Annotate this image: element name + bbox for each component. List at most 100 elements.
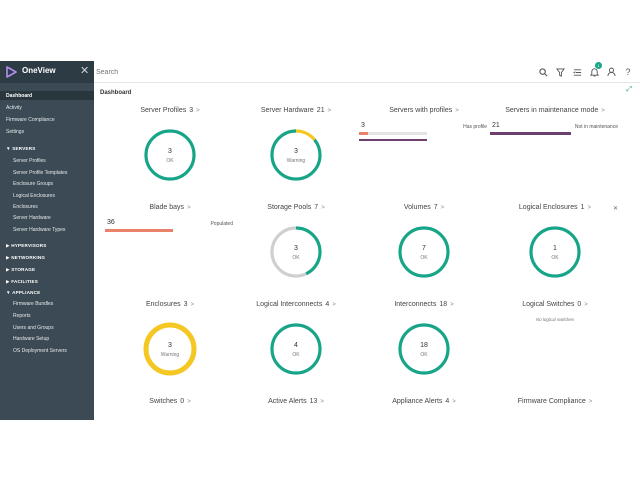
sidebar-item-enclosures[interactable]: Enclosures [13, 204, 38, 210]
chevron-right-icon: > [196, 108, 200, 114]
section-label: APPLIANCE [12, 290, 41, 295]
notifications-icon[interactable]: 1 [588, 62, 602, 79]
server-hardware-status-ring[interactable] [268, 127, 324, 183]
server-profiles-card-title[interactable]: Server Profiles 3 > [105, 107, 235, 114]
active-alerts-card-title[interactable]: Active Alerts 13 > [231, 398, 361, 405]
server-profiles-value: 3 [168, 148, 172, 155]
volumes-card-title[interactable]: Volumes 7 > [359, 204, 489, 211]
dashboard-main: Dashboard ⤢ Server Profiles 3 >3 OK Server H… [94, 83, 640, 420]
chevron-right-icon: > [327, 108, 332, 114]
volumes-status-label: OK [420, 255, 428, 261]
appliance-alerts-card-title[interactable]: Appliance Alerts 4 > [359, 398, 489, 405]
ok-segment [398, 323, 450, 375]
blade-bays-bar-fill [105, 229, 173, 232]
interconnects-value: 18 [420, 342, 428, 349]
card-title-label: Storage Pools [267, 204, 312, 211]
interconnects-card-title[interactable]: Interconnects 18 > [359, 301, 489, 308]
ok-segment [270, 129, 322, 181]
chevron-right-icon: > [440, 205, 445, 211]
servers-in-maintenance-mode-bar-fill [490, 132, 571, 135]
sidebar-item-server-hardware[interactable]: Server Hardware [13, 215, 51, 221]
blade-bays-card-title[interactable]: Blade bays > [105, 204, 235, 211]
sidebar-item-firmware-compliance[interactable]: Firmware Compliance [6, 117, 55, 123]
sidebar-section-facilities[interactable]: ▶ FACILITIES [6, 279, 38, 284]
enclosures-status-ring[interactable] [142, 321, 198, 377]
filter-icon[interactable] [554, 65, 566, 79]
servers-in-maintenance-mode-card-title[interactable]: Servers in maintenance mode > [490, 107, 620, 114]
card-count: 7 [433, 204, 438, 211]
card-title-label: Volumes [403, 204, 431, 211]
search-icon[interactable] [537, 65, 549, 79]
section-label: STORAGE [11, 267, 36, 272]
card-title-label: Firmware Compliance [517, 398, 586, 405]
ok-segment [529, 226, 581, 278]
user-icon[interactable] [605, 65, 617, 79]
switches-card-title[interactable]: Switches 0 > [105, 398, 235, 405]
firmware-compliance-card-title[interactable]: Firmware Compliance > [490, 398, 620, 405]
sidebar-section-servers[interactable]: ▼ SERVERS [6, 146, 36, 151]
logical-enclosures-status-ring[interactable] [527, 224, 583, 280]
section-label: FACILITIES [11, 279, 38, 284]
close-menu-icon[interactable]: ✕ [80, 65, 90, 77]
card-title-label: Appliance Alerts [392, 398, 443, 405]
logical-switches-card-title[interactable]: Logical Switches 0 > [490, 301, 620, 308]
volumes-status-ring[interactable] [396, 224, 452, 280]
logical-interconnects-status-label: OK [292, 352, 300, 358]
server-hardware-card-title[interactable]: Server Hardware 21 > [231, 107, 361, 114]
card-count: 4 [325, 301, 330, 308]
logical-switches-empty-note: No logical switches [535, 317, 575, 322]
server-profiles-status-ring[interactable] [142, 127, 198, 183]
sidebar-item-server-profile-templates[interactable]: Server Profile Templates [13, 170, 68, 176]
search-input[interactable] [96, 65, 476, 79]
servers-with-profiles-bar-fill [359, 132, 369, 135]
chevron-right-icon: > [190, 302, 195, 308]
servers-with-profiles-value: 3 [361, 122, 365, 129]
servers-with-profiles-card-title[interactable]: Servers with profiles > [359, 107, 489, 114]
interconnects-status-label: OK [420, 352, 428, 358]
sidebar-item-hardware-setup[interactable]: Hardware Setup [13, 336, 50, 342]
chevron-right-icon: > [601, 108, 605, 114]
sidebar-item-activity[interactable]: Activity [6, 105, 22, 111]
card-title-label: Active Alerts [268, 398, 307, 405]
sidebar-item-os-deployment-servers[interactable]: OS Deployment Servers [13, 348, 67, 354]
page-title: Dashboard [100, 90, 132, 96]
card-count: 3 [189, 107, 194, 114]
enclosures-card-title[interactable]: Enclosures 3 > [105, 301, 235, 308]
interconnects-status-ring[interactable] [396, 321, 452, 377]
sidebar-item-firmware-bundles[interactable]: Firmware Bundles [13, 301, 54, 307]
card-count: 4 [445, 398, 450, 405]
sidebar-item-server-profiles[interactable]: Server Profiles [13, 158, 46, 164]
sidebar-section-appliance[interactable]: ▼ APPLIANCE [6, 290, 41, 295]
logical-enclosures-card-title[interactable]: Logical Enclosures 1 > [490, 204, 620, 211]
logical-enclosures-value: 1 [553, 245, 557, 252]
sidebar-item-users-and-groups[interactable]: Users and Groups [13, 325, 54, 331]
sidebar-section-networking[interactable]: ▶ NETWORKING [6, 255, 46, 260]
enclosures-status-label: Warning [160, 352, 180, 358]
storage-pools-status-ring[interactable] [268, 224, 324, 280]
card-title-label: Logical Enclosures [518, 204, 578, 211]
storage-pools-card-title[interactable]: Storage Pools 7 > [231, 204, 361, 211]
activity-icon[interactable] [571, 65, 583, 79]
logical-interconnects-status-ring[interactable] [268, 321, 324, 377]
blade-bays-value: 36 [107, 219, 115, 226]
card-title-label: Interconnects [394, 301, 437, 308]
app-window: OneView ✕ 1 ? Dashboard A [0, 61, 640, 420]
sidebar-item-reports[interactable]: Reports [13, 313, 31, 319]
sidebar-item-settings[interactable]: Settings [6, 129, 25, 135]
card-title-label: Switches [149, 398, 178, 405]
help-icon[interactable]: ? [625, 67, 631, 77]
close-card-icon[interactable]: ✕ [613, 206, 619, 212]
sidebar-section-storage[interactable]: ▶ STORAGE [6, 267, 36, 272]
sidebar-item-enclosure-groups[interactable]: Enclosure Groups [13, 181, 54, 187]
card-count: 0 [577, 301, 582, 308]
sidebar-item-server-hardware-types[interactable]: Server Hardware Types [13, 227, 66, 233]
card-count: 3 [183, 301, 188, 308]
logical-interconnects-value: 4 [294, 342, 298, 349]
servers-in-maintenance-mode-value: 21 [492, 122, 500, 129]
sidebar-section-hypervisors[interactable]: ▶ HYPERVISORS [6, 243, 47, 248]
logical-interconnects-card-title[interactable]: Logical Interconnects 4 > [231, 301, 361, 308]
chevron-right-icon: > [584, 302, 588, 308]
sidebar-item-dashboard[interactable]: Dashboard [6, 93, 33, 99]
expand-icon[interactable]: ⤢ [626, 86, 632, 93]
sidebar-item-logical-enclosures[interactable]: Logical Enclosures [13, 193, 55, 199]
